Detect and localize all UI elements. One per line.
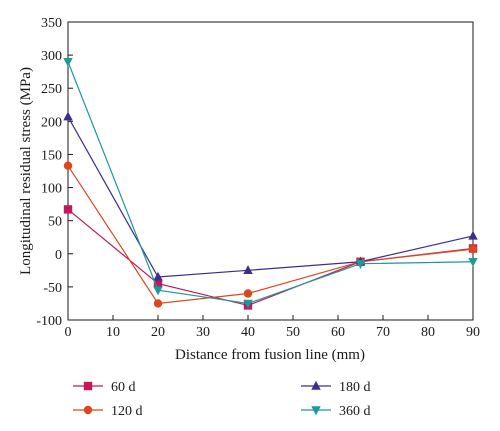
data-point [153,279,163,288]
series-120-d [63,161,478,308]
legend-item: 360 d [301,404,371,419]
data-point [468,230,478,240]
y-tick-label: 100 [41,182,62,197]
x-tick-label: 40 [241,325,255,340]
series-360-d [63,58,478,309]
series-line [67,116,474,278]
legend-item: 180 d [301,380,371,395]
data-point [355,260,366,269]
x-tick-label: 30 [196,325,210,340]
data-point [63,205,73,214]
data-point [243,265,253,275]
data-point [63,58,73,67]
data-point [63,161,73,170]
legend-label: 120 d [111,404,143,419]
legend-label: 360 d [339,404,371,419]
y-tick-label: 250 [41,82,62,97]
legend: 60 d 120 d 180 d 360 d [73,380,371,419]
data-point [243,299,253,309]
data-point [468,258,478,267]
data-point [63,111,73,121]
legend-item: 120 d [73,404,143,419]
y-tick-label: 50 [48,215,62,230]
y-tick-label: -100 [36,314,62,329]
legend-item: 60 d [73,380,136,395]
legend-marker [311,406,321,416]
x-tick-label: 20 [151,325,165,340]
y-tick-label: 200 [41,115,62,130]
series-line [67,165,474,305]
x-tick-label: 10 [106,325,120,340]
x-tick-label: 80 [421,325,435,340]
axis-ticks: 0 10 20 30 40 50 60 70 80 90 -100 -50 0 50 100 150 200 25… [36,16,480,340]
data-point [153,299,163,308]
x-tick-label: 70 [376,325,390,340]
y-tick-label: 0 [55,248,62,263]
plot-frame [67,21,474,321]
x-tick-label: 0 [65,325,72,340]
x-axis-title: Distance from fusion line (mm) [175,347,365,363]
y-axis-title: Longitudinal residual stress (MPa) [18,67,34,275]
legend-label: 60 d [111,380,136,395]
x-tick-label: 50 [286,325,300,340]
data-point [153,271,163,281]
data-point [243,289,253,298]
series-line [67,61,474,305]
x-tick-label: 90 [466,325,480,340]
series-layer [63,58,478,310]
legend-marker [83,405,93,415]
y-tick-label: 350 [41,16,62,31]
data-point [468,244,478,254]
x-tick-label: 60 [331,325,345,340]
legend-marker [83,381,93,391]
data-point [153,286,163,296]
y-tick-label: -50 [43,281,62,296]
legend-label: 180 d [339,380,371,395]
series-60-d [63,205,478,310]
y-tick-label: 150 [41,148,62,163]
legend-marker [311,380,321,390]
y-tick-label: 300 [41,49,62,64]
